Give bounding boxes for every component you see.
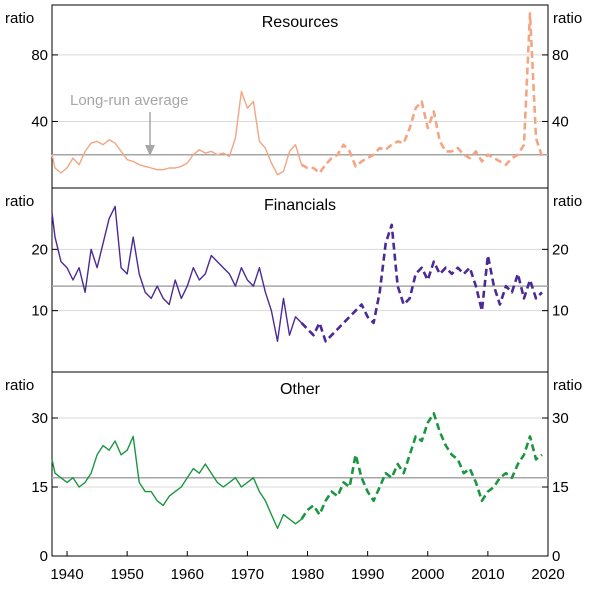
y-tick-left: 0 [40,548,48,565]
y-unit-left: ratio [5,10,34,27]
annotation-arrow-head [145,145,155,156]
x-tick-label: 1990 [351,566,384,583]
annotation-label: Long-run average [70,92,188,109]
y-unit-left: ratio [5,377,34,394]
series-line-solid [51,435,302,530]
y-tick-left: 30 [31,410,48,427]
y-tick-left: 80 [31,47,48,64]
panel-frame [51,371,549,557]
panel-title: Financials [264,197,336,214]
panel-financials: ratio ratio 10 10 20 20 Financials [5,187,582,373]
y-unit-left: ratio [5,193,34,210]
y-unit-right: ratio [553,193,582,210]
y-unit-right: ratio [553,10,582,27]
y-tick-left: 40 [31,113,48,130]
y-tick-right: 30 [552,410,569,427]
y-tick-right: 80 [552,47,569,64]
series-line-solid [51,205,302,342]
series-line-dashed [300,12,544,175]
panel-other: ratio ratio 0 0 15 15 30 30 Other [5,371,582,565]
x-tick-label: 2010 [471,566,504,583]
y-tick-left: 10 [31,303,48,320]
x-tick-label: 1940 [50,566,83,583]
panel-resources: ratio ratio 40 40 80 80 Resources [5,4,582,189]
x-tick-label: 1960 [171,566,204,583]
y-tick-right: 15 [552,479,569,496]
y-tick-right: 20 [552,241,569,258]
panel-title: Resources [262,14,338,31]
panel-frame [51,187,549,373]
y-tick-left: 20 [31,241,48,258]
x-tick-label: 2020 [531,566,564,583]
y-tick-right: 40 [552,113,569,130]
panel-title: Other [280,381,321,398]
series-line-solid [51,90,303,176]
y-tick-left: 15 [31,479,48,496]
y-unit-right: ratio [553,377,582,394]
x-tick-label: 1970 [231,566,264,583]
y-tick-right: 0 [552,548,560,565]
x-tick-label: 2000 [411,566,444,583]
x-tick-label: 1980 [291,566,324,583]
y-tick-right: 10 [552,303,569,320]
x-tick-label: 1950 [110,566,143,583]
annotation: Long-run average [70,92,188,156]
series-line-dashed [300,223,543,343]
series-line-dashed [300,412,543,520]
chart-panels: ratio ratio 40 40 80 80 Resources ratio ratio 10 1… [5,4,582,565]
x-axis: 1940 1950 1960 1970 1980 1990 2000 2010 2020 [50,551,565,583]
